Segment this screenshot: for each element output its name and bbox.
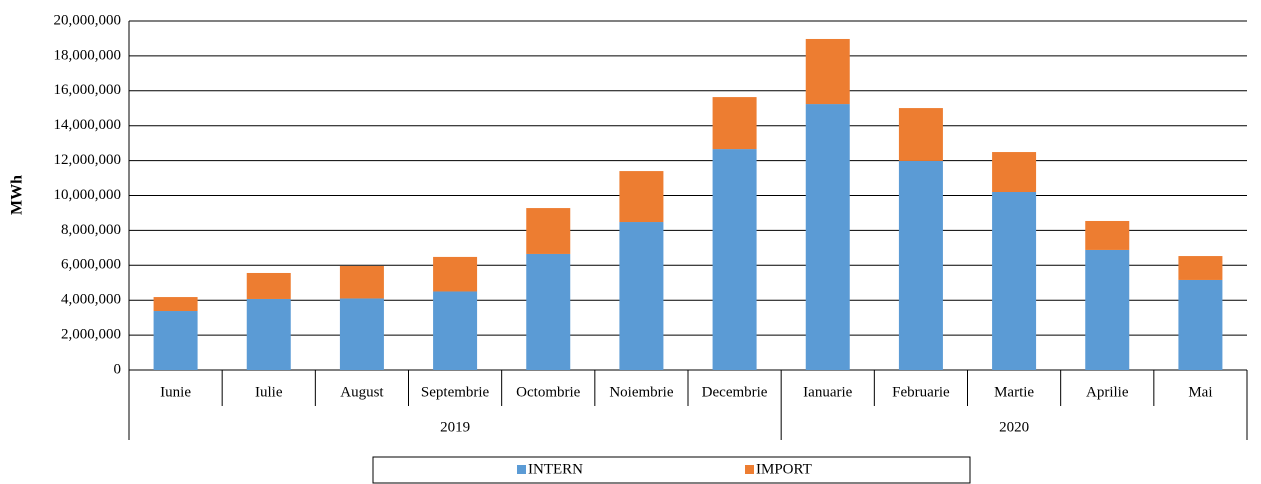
y-tick-label: 0 xyxy=(114,361,122,377)
x-tick-label: Noiembrie xyxy=(609,384,673,400)
group-label: 2019 xyxy=(440,419,470,435)
bar-segment xyxy=(433,291,478,370)
x-tick-label: Iunie xyxy=(160,384,191,400)
group-label: 2020 xyxy=(999,419,1029,435)
bar-segment xyxy=(433,256,478,292)
x-tick-label: Martie xyxy=(994,384,1034,400)
bar-segment xyxy=(619,222,664,370)
x-tick-label: Ianuarie xyxy=(803,384,852,400)
bar-segment xyxy=(712,149,757,370)
legend-swatch xyxy=(517,465,526,474)
x-tick-label: Februarie xyxy=(892,384,950,400)
y-axis-label: MWh xyxy=(9,175,26,215)
y-tick-label: 10,000,000 xyxy=(54,187,122,203)
bar-segment xyxy=(805,38,850,105)
legend-label: INTERN xyxy=(528,461,583,477)
y-tick-label: 6,000,000 xyxy=(61,257,121,273)
bar-segment xyxy=(1085,249,1130,370)
x-tick-label: Iulie xyxy=(255,384,283,400)
bar-segment xyxy=(526,253,571,370)
legend-box xyxy=(372,456,971,484)
x-tick-label: Octombrie xyxy=(516,384,580,400)
x-tick-label: August xyxy=(340,384,384,400)
y-tick-label: 20,000,000 xyxy=(54,12,122,28)
x-tick-label: Aprilie xyxy=(1086,384,1129,400)
legend-swatch xyxy=(745,465,754,474)
bar-segment xyxy=(339,265,384,299)
y-tick-label: 14,000,000 xyxy=(54,117,122,133)
legend-label: IMPORT xyxy=(756,461,812,477)
bar-segment xyxy=(1178,279,1223,370)
y-tick-label: 2,000,000 xyxy=(61,327,121,343)
bar-segment xyxy=(898,160,943,370)
bar-segment xyxy=(526,208,571,254)
bar-segment xyxy=(246,272,291,299)
y-tick-label: 16,000,000 xyxy=(54,82,122,98)
x-tick-label: Mai xyxy=(1188,384,1212,400)
bar-segment xyxy=(153,311,198,370)
y-tick-label: 12,000,000 xyxy=(54,152,122,168)
x-tick-label: Decembrie xyxy=(702,384,768,400)
bar-segment xyxy=(712,97,757,150)
y-tick-label: 4,000,000 xyxy=(61,292,121,308)
bar-segment xyxy=(619,171,664,223)
bar-segment xyxy=(992,152,1037,193)
bar-segment xyxy=(339,298,384,370)
x-tick-label: Septembrie xyxy=(421,384,490,400)
bar-segment xyxy=(153,297,198,312)
bar-segment xyxy=(805,104,850,370)
bar-segment xyxy=(1178,256,1223,280)
y-tick-label: 8,000,000 xyxy=(61,222,121,238)
bar-segment xyxy=(898,108,943,161)
bar-segment xyxy=(992,192,1037,370)
bar-segment xyxy=(246,298,291,370)
bar-segment xyxy=(1085,220,1130,250)
y-tick-label: 18,000,000 xyxy=(54,47,122,63)
